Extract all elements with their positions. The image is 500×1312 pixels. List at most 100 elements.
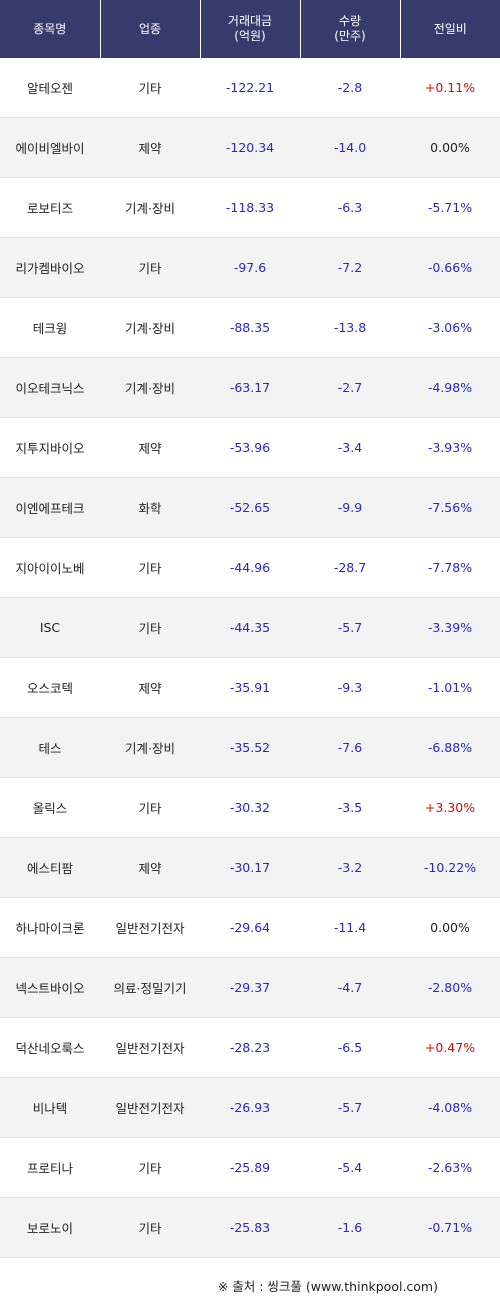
header-amount: 거래대금 (억원) [200, 0, 301, 58]
sector-cell: 기타 [100, 237, 200, 298]
stock-name-cell: 넥스트바이오 [0, 957, 100, 1018]
volume-cell: -5.7 [300, 597, 400, 658]
sector-cell: 의료·정밀기기 [100, 957, 200, 1018]
sector-cell: 기타 [100, 537, 200, 598]
volume-cell: -3.5 [300, 777, 400, 838]
stock-name-cell: 이엔에프테크 [0, 477, 100, 538]
amount-cell: -44.35 [200, 597, 300, 658]
amount-cell: -26.93 [200, 1077, 300, 1138]
table-row: 덕산네오룩스 일반전기전자 -28.23 -6.5 +0.47% [0, 1017, 500, 1078]
volume-cell: -3.4 [300, 417, 400, 478]
table-row: 프로티나 기타 -25.89 -5.4 -2.63% [0, 1137, 500, 1198]
amount-cell: -118.33 [200, 177, 300, 238]
amount-cell: -120.34 [200, 117, 300, 178]
table-row: ISC 기타 -44.35 -5.7 -3.39% [0, 597, 500, 658]
table-row: 비나텍 일반전기전자 -26.93 -5.7 -4.08% [0, 1077, 500, 1138]
sector-cell: 기타 [100, 597, 200, 658]
stock-name-cell: 에스티팜 [0, 837, 100, 898]
stock-name-cell: 하나마이크론 [0, 897, 100, 958]
table-row: 테크윙 기계·장비 -88.35 -13.8 -3.06% [0, 297, 500, 358]
table-row: 에스티팜 제약 -30.17 -3.2 -10.22% [0, 837, 500, 898]
change-cell: 0.00% [400, 897, 500, 958]
sector-cell: 기타 [100, 58, 200, 118]
amount-cell: -28.23 [200, 1017, 300, 1078]
change-cell: -1.01% [400, 657, 500, 718]
amount-cell: -29.37 [200, 957, 300, 1018]
table-row: 올릭스 기타 -30.32 -3.5 +3.30% [0, 777, 500, 838]
stock-name-cell: 지투지바이오 [0, 417, 100, 478]
volume-cell: -13.8 [300, 297, 400, 358]
table-row: 리가켐바이오 기타 -97.6 -7.2 -0.66% [0, 237, 500, 298]
stock-name-cell: 로보티즈 [0, 177, 100, 238]
sector-cell: 화학 [100, 477, 200, 538]
change-cell: -10.22% [400, 837, 500, 898]
amount-cell: -25.83 [200, 1197, 300, 1258]
amount-cell: -52.65 [200, 477, 300, 538]
table-row: 이엔에프테크 화학 -52.65 -9.9 -7.56% [0, 477, 500, 538]
volume-cell: -28.7 [300, 537, 400, 598]
amount-cell: -35.52 [200, 717, 300, 778]
volume-cell: -6.3 [300, 177, 400, 238]
volume-cell: -14.0 [300, 117, 400, 178]
change-cell: +3.30% [400, 777, 500, 838]
stock-name-cell: 리가켐바이오 [0, 237, 100, 298]
table-row: 하나마이크론 일반전기전자 -29.64 -11.4 0.00% [0, 897, 500, 958]
change-cell: -7.78% [400, 537, 500, 598]
change-cell: -3.93% [400, 417, 500, 478]
volume-cell: -5.4 [300, 1137, 400, 1198]
change-cell: -3.39% [400, 597, 500, 658]
stock-name-cell: 보로노이 [0, 1197, 100, 1258]
stock-name-cell: 에이비엘바이 [0, 117, 100, 178]
sector-cell: 제약 [100, 657, 200, 718]
table-header-row: 종목명 업종 거래대금 (억원) 수량 (만주) 전일비 [0, 0, 500, 58]
amount-cell: -30.32 [200, 777, 300, 838]
sector-cell: 기타 [100, 1137, 200, 1198]
stock-name-cell: 프로티나 [0, 1137, 100, 1198]
change-cell: 0.00% [400, 117, 500, 178]
table-body: 알테오젠 기타 -122.21 -2.8 +0.11% 에이비엘바이 제약 -120.34 -1… [0, 58, 500, 1258]
volume-cell: -7.6 [300, 717, 400, 778]
change-cell: +0.11% [400, 58, 500, 118]
volume-cell: -1.6 [300, 1197, 400, 1258]
stock-name-cell: 올릭스 [0, 777, 100, 838]
amount-cell: -25.89 [200, 1137, 300, 1198]
header-change: 전일비 [400, 0, 500, 58]
source-footer: ※ 출처 : 씽크풀 (www.thinkpool.com) [0, 1258, 500, 1312]
amount-cell: -35.91 [200, 657, 300, 718]
sector-cell: 제약 [100, 417, 200, 478]
sector-cell: 기계·장비 [100, 297, 200, 358]
amount-cell: -30.17 [200, 837, 300, 898]
change-cell: +0.47% [400, 1017, 500, 1078]
table-row: 지아이이노베 기타 -44.96 -28.7 -7.78% [0, 537, 500, 598]
change-cell: -2.63% [400, 1137, 500, 1198]
sector-cell: 제약 [100, 837, 200, 898]
table-row: 알테오젠 기타 -122.21 -2.8 +0.11% [0, 58, 500, 118]
table-row: 에이비엘바이 제약 -120.34 -14.0 0.00% [0, 117, 500, 178]
change-cell: -7.56% [400, 477, 500, 538]
stock-name-cell: 비나텍 [0, 1077, 100, 1138]
stock-name-cell: ISC [0, 597, 100, 658]
volume-cell: -7.2 [300, 237, 400, 298]
table-row: 테스 기계·장비 -35.52 -7.6 -6.88% [0, 717, 500, 778]
change-cell: -4.98% [400, 357, 500, 418]
header-volume: 수량 (만주) [300, 0, 401, 58]
header-name: 종목명 [0, 0, 101, 58]
volume-cell: -11.4 [300, 897, 400, 958]
source-text: ※ 출처 : 씽크풀 (www.thinkpool.com) [217, 1278, 438, 1294]
stock-name-cell: 이오테크닉스 [0, 357, 100, 418]
volume-cell: -4.7 [300, 957, 400, 1018]
change-cell: -0.66% [400, 237, 500, 298]
net-sell-table: 종목명 업종 거래대금 (억원) 수량 (만주) 전일비 알테오젠 기타 -122.… [0, 0, 500, 1258]
stock-name-cell: 알테오젠 [0, 58, 100, 118]
amount-cell: -97.6 [200, 237, 300, 298]
sector-cell: 일반전기전자 [100, 897, 200, 958]
stock-name-cell: 오스코텍 [0, 657, 100, 718]
table-row: 넥스트바이오 의료·정밀기기 -29.37 -4.7 -2.80% [0, 957, 500, 1018]
table-row: 지투지바이오 제약 -53.96 -3.4 -3.93% [0, 417, 500, 478]
change-cell: -0.71% [400, 1197, 500, 1258]
volume-cell: -2.8 [300, 58, 400, 118]
stock-name-cell: 덕산네오룩스 [0, 1017, 100, 1078]
table-row: 이오테크닉스 기계·장비 -63.17 -2.7 -4.98% [0, 357, 500, 418]
sector-cell: 일반전기전자 [100, 1017, 200, 1078]
volume-cell: -9.3 [300, 657, 400, 718]
